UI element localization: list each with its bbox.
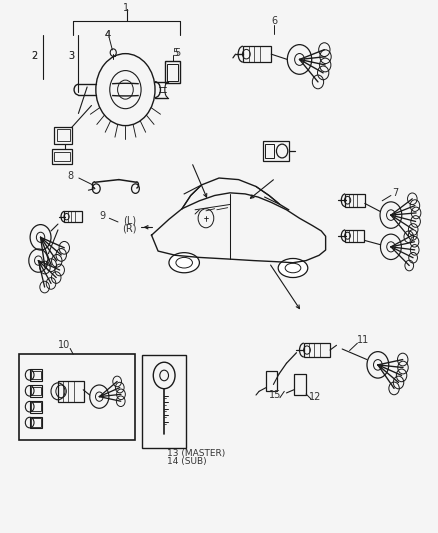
Ellipse shape bbox=[169, 253, 199, 273]
Bar bbox=[31, 386, 41, 395]
Text: 7: 7 bbox=[392, 188, 399, 198]
Ellipse shape bbox=[176, 257, 192, 268]
Text: (L): (L) bbox=[123, 215, 136, 225]
Text: 9: 9 bbox=[100, 211, 106, 221]
Text: 2: 2 bbox=[31, 51, 37, 61]
Ellipse shape bbox=[285, 263, 301, 273]
Bar bbox=[165, 61, 180, 83]
Bar bbox=[265, 143, 274, 158]
Text: 11: 11 bbox=[357, 335, 369, 345]
Bar bbox=[54, 151, 70, 161]
Bar bbox=[345, 194, 365, 207]
Bar bbox=[167, 63, 178, 80]
Bar bbox=[243, 46, 271, 62]
Bar bbox=[54, 127, 72, 144]
Bar bbox=[64, 212, 82, 222]
Bar bbox=[19, 354, 135, 440]
Text: 5: 5 bbox=[174, 47, 181, 58]
Bar bbox=[58, 381, 84, 402]
Text: 8: 8 bbox=[67, 171, 73, 181]
Bar bbox=[31, 370, 41, 379]
Bar bbox=[31, 402, 41, 411]
Bar bbox=[142, 356, 186, 448]
Bar bbox=[52, 149, 72, 164]
Text: 12: 12 bbox=[308, 392, 321, 402]
Text: 15: 15 bbox=[269, 390, 282, 400]
Bar bbox=[345, 230, 364, 241]
Text: 14 (SUB): 14 (SUB) bbox=[167, 457, 206, 466]
Bar bbox=[30, 385, 42, 397]
Text: 10: 10 bbox=[58, 340, 71, 350]
Bar bbox=[30, 369, 42, 381]
Bar bbox=[266, 371, 277, 391]
Bar bbox=[30, 417, 42, 429]
Text: 4: 4 bbox=[104, 30, 110, 40]
Bar bbox=[57, 130, 70, 141]
Text: 5: 5 bbox=[172, 47, 179, 58]
Ellipse shape bbox=[278, 259, 308, 278]
Bar bbox=[294, 374, 306, 395]
Text: 2: 2 bbox=[31, 51, 37, 61]
Text: 3: 3 bbox=[68, 51, 74, 61]
Text: 13 (MASTER): 13 (MASTER) bbox=[167, 449, 225, 458]
Bar bbox=[31, 418, 41, 427]
Text: 3: 3 bbox=[68, 51, 74, 61]
Text: 6: 6 bbox=[271, 16, 277, 26]
Bar bbox=[30, 401, 42, 413]
Bar bbox=[304, 343, 330, 357]
Text: 4: 4 bbox=[104, 30, 110, 40]
Bar bbox=[262, 141, 289, 161]
Text: 1: 1 bbox=[124, 3, 130, 13]
Text: (R): (R) bbox=[123, 224, 137, 234]
